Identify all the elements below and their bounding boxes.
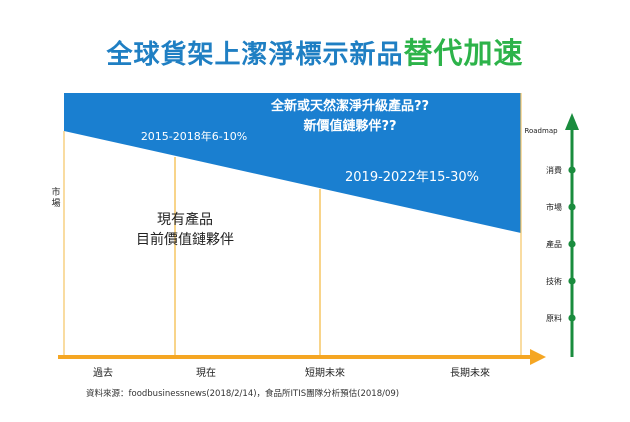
roadmap-title: Roadmap: [524, 127, 558, 135]
annotation-2019-2022: 2019-2022年15-30%: [345, 170, 479, 185]
roadmap-dot: [568, 203, 576, 211]
source-note: 資料來源：foodbusinessnews(2018/2/14)，食品所ITIS…: [86, 389, 400, 399]
roadmap-dot: [568, 314, 576, 322]
lower-region-label-line2: 目前價值鏈夥伴: [136, 231, 234, 248]
title-main: 全球貨架上潔淨標示新品: [106, 40, 404, 70]
upper-region-title-line2: 新價值鏈夥伴??: [303, 118, 396, 134]
roadmap-arrowhead: [565, 113, 579, 130]
roadmap-dot: [568, 240, 576, 248]
roadmap-item-label: 消費: [546, 165, 562, 175]
x-tick-label: 過去: [93, 367, 113, 379]
annotation-2015-2018: 2015-2018年6-10%: [141, 129, 247, 143]
roadmap-item-label: 市場: [546, 202, 562, 212]
x-tick-label: 現在: [196, 367, 216, 379]
lower-region-label-line1: 現有產品: [157, 211, 213, 228]
y-axis-label: 市場: [51, 186, 60, 209]
roadmap-item-label: 技術: [546, 276, 562, 286]
upper-region-area: [64, 93, 521, 233]
roadmap-item-label: 產品: [546, 239, 562, 249]
page-title: 全球貨架上潔淨標示新品替代加速: [0, 30, 630, 72]
x-tick-label: 長期未來: [450, 367, 490, 379]
roadmap-item-label: 原料: [546, 313, 562, 323]
upper-region-title-line1: 全新或天然潔淨升級產品??: [270, 98, 429, 114]
roadmap-dot: [568, 166, 576, 174]
roadmap-dot: [568, 277, 576, 285]
x-axis-arrowhead: [530, 349, 546, 365]
title-accent: 替代加速: [403, 36, 524, 70]
x-tick-label: 短期未來: [305, 366, 345, 379]
